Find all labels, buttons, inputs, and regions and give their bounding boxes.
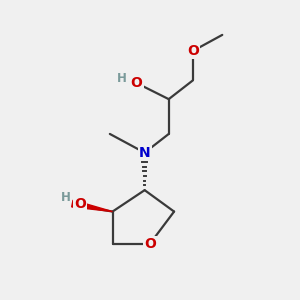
Text: N: N	[139, 146, 151, 160]
Text: O: O	[144, 237, 156, 251]
Text: H: H	[117, 72, 127, 85]
Text: H: H	[61, 191, 70, 204]
Text: O: O	[187, 44, 199, 58]
Text: O: O	[74, 196, 86, 211]
Polygon shape	[72, 200, 112, 212]
Text: O: O	[131, 76, 142, 90]
